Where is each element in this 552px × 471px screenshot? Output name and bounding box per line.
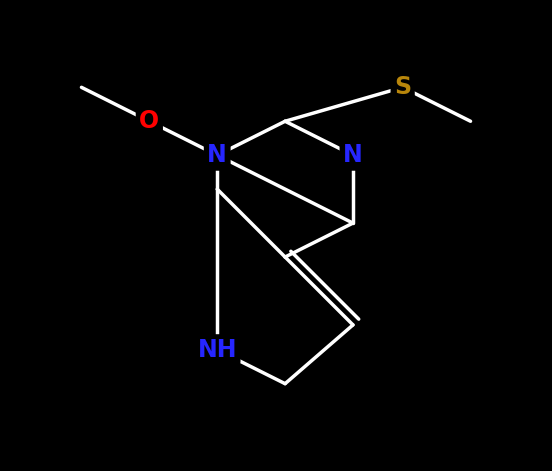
- Text: O: O: [139, 109, 160, 133]
- Text: N: N: [208, 143, 227, 167]
- Text: NH: NH: [198, 338, 237, 362]
- Text: S: S: [394, 75, 411, 99]
- Text: N: N: [343, 143, 363, 167]
